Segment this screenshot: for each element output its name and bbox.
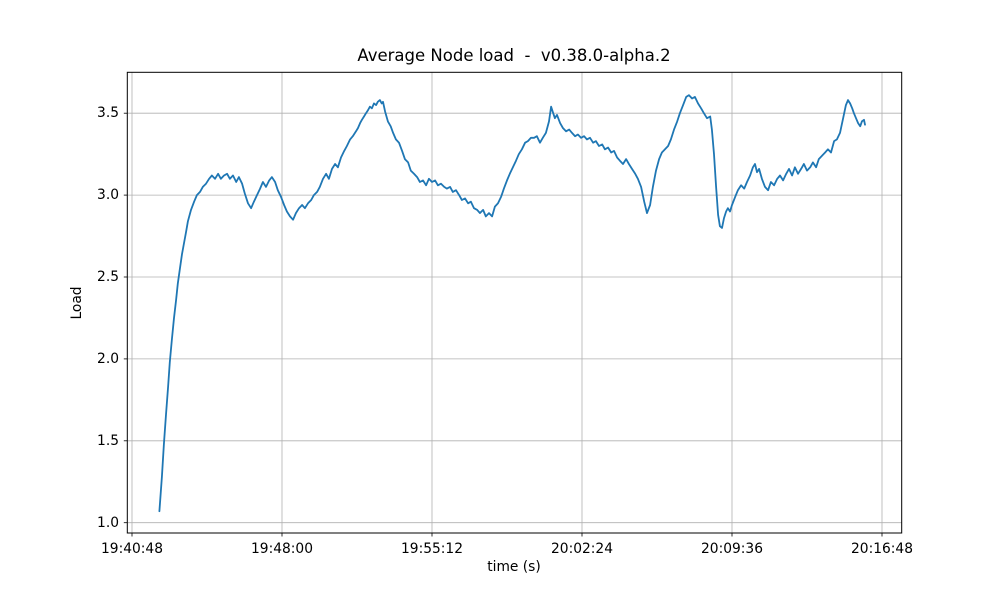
y-tick-label: 1.0 <box>97 514 119 531</box>
y-tick-label: 2.5 <box>97 269 119 285</box>
x-tick-label: 19:55:12 <box>401 541 463 557</box>
y-tick-label: 2.0 <box>97 350 119 367</box>
x-tick-label: 20:16:48 <box>851 541 913 557</box>
chart-title: Average Node load - v0.38.0-alpha.2 <box>357 46 671 65</box>
y-tick-label: 3.0 <box>97 187 119 204</box>
load-line <box>158 94 866 513</box>
y-tick-label: 1.5 <box>97 432 119 449</box>
y-axis-label: Load <box>69 286 85 320</box>
x-tick-label: 20:09:36 <box>701 541 763 557</box>
y-tick-label: 3.5 <box>97 105 119 122</box>
x-tick-label: 19:48:00 <box>251 541 313 557</box>
x-axis-label: time (s) <box>487 559 541 575</box>
x-tick-label: 20:02:24 <box>551 541 613 557</box>
x-tick-label: 19:40:48 <box>101 541 163 557</box>
